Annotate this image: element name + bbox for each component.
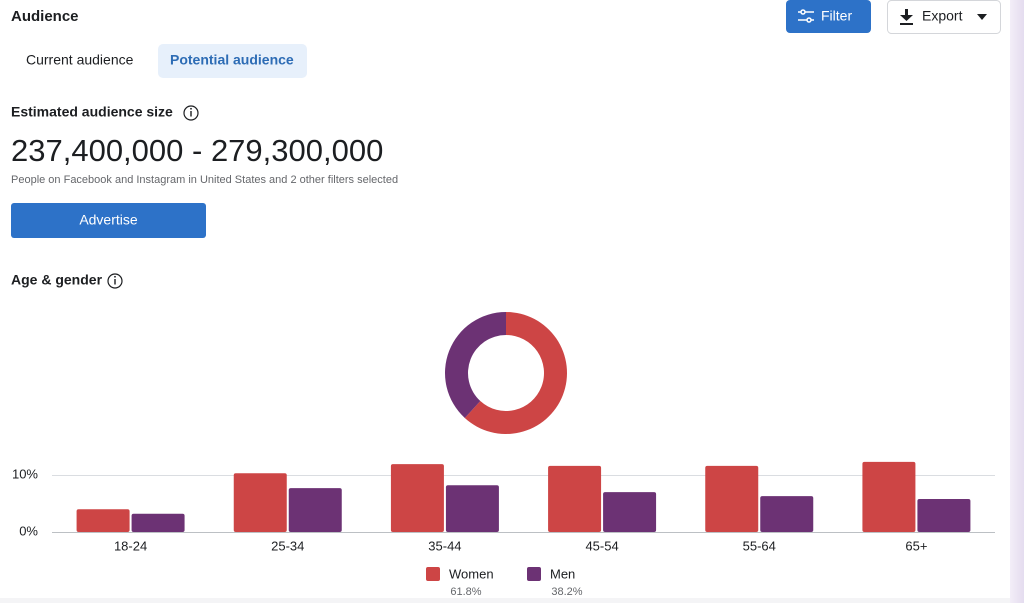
x-tick-label: 65+ bbox=[905, 538, 927, 553]
export-button-bg[interactable] bbox=[887, 0, 1001, 34]
export-label[interactable]: Export bbox=[922, 8, 963, 24]
bar bbox=[705, 465, 759, 532]
y-tick-label: 0% bbox=[19, 523, 38, 538]
section-title: Age & gender bbox=[11, 272, 103, 288]
advertise-button[interactable]: Advertise bbox=[11, 203, 206, 238]
bar bbox=[760, 496, 814, 532]
filter-button-bg[interactable] bbox=[786, 0, 871, 33]
bar bbox=[603, 492, 657, 532]
download-icon bbox=[900, 9, 913, 25]
legend-swatch bbox=[527, 567, 541, 581]
bar bbox=[76, 509, 130, 532]
donut-slice bbox=[464, 312, 567, 434]
size-note: People on Facebook and Instagram in Unit… bbox=[11, 174, 398, 186]
size-value: 237,400,000 - 279,300,000 bbox=[11, 133, 383, 168]
bar bbox=[390, 464, 444, 532]
tab[interactable]: Current audience bbox=[26, 52, 134, 68]
legend-swatch bbox=[426, 567, 440, 581]
advertise-bg[interactable] bbox=[11, 203, 206, 238]
donut-slice bbox=[444, 312, 506, 418]
x-tick-label: 35-44 bbox=[428, 538, 461, 553]
tab-selected[interactable]: Potential audience bbox=[170, 52, 294, 68]
export-button[interactable]: Export bbox=[887, 0, 1001, 34]
legend-share: 61.8% bbox=[450, 586, 481, 598]
bar bbox=[131, 513, 185, 532]
page-title: Audience bbox=[11, 8, 79, 25]
tab-selected-bg[interactable] bbox=[158, 44, 307, 78]
x-tick-label: 18-24 bbox=[114, 538, 147, 553]
size-label: Estimated audience size bbox=[11, 104, 173, 120]
caret bbox=[977, 14, 987, 20]
side-edge bbox=[1010, 0, 1024, 603]
x-tick-label: 45-54 bbox=[585, 538, 618, 553]
x-tick-label: 25-34 bbox=[271, 538, 304, 553]
legend-label: Men bbox=[550, 566, 575, 581]
filter-icon bbox=[798, 9, 814, 23]
x-tick-label: 55-64 bbox=[743, 538, 776, 553]
bar bbox=[862, 461, 916, 532]
legend-label: Women bbox=[449, 566, 494, 581]
filter-button[interactable]: Filter bbox=[786, 0, 871, 33]
bar bbox=[445, 485, 499, 532]
advertise-label[interactable]: Advertise bbox=[79, 212, 138, 228]
info-icon[interactable] bbox=[183, 105, 199, 121]
filter-label[interactable]: Filter bbox=[821, 8, 852, 24]
bottom-edge bbox=[0, 598, 1010, 603]
legend-share: 38.2% bbox=[551, 586, 582, 598]
bar bbox=[917, 498, 971, 532]
bar bbox=[288, 488, 342, 532]
bar bbox=[548, 465, 602, 532]
y-tick-label: 10% bbox=[12, 466, 38, 481]
bar bbox=[233, 473, 287, 532]
info-icon[interactable] bbox=[107, 273, 123, 289]
